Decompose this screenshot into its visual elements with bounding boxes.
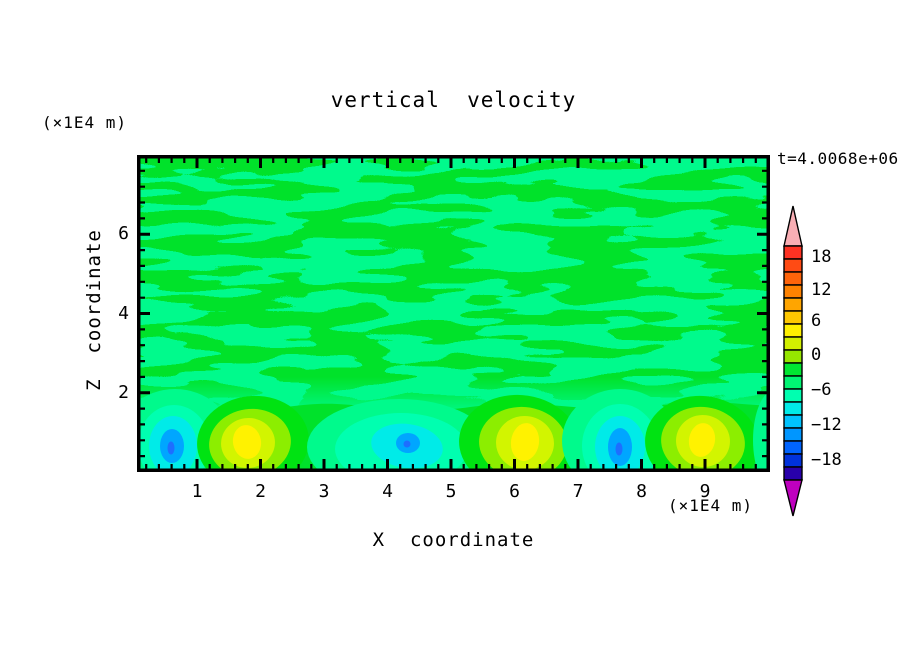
colorbar-swatch: [783, 388, 803, 403]
minor-ticks: [139, 157, 768, 470]
updraft-cell-2: [459, 394, 579, 472]
x-tick-label: 2: [255, 481, 266, 502]
updraft-cell-1: [197, 395, 309, 472]
colorbar-swatch: [783, 440, 803, 455]
colorbar-swatch: [783, 466, 803, 481]
colorbar-swatch: [783, 323, 803, 338]
downdraft-cell-2: [307, 399, 491, 472]
downdraft-cell-3: [562, 389, 678, 472]
time-label: t=4.0068e+06: [777, 149, 899, 168]
colorbar-swatch: [783, 453, 803, 468]
colorbar-tick-label: 6: [811, 311, 822, 331]
colorbar-swatch: [783, 271, 803, 286]
x-tick-label: 5: [445, 481, 457, 502]
z-tick-label: 6: [118, 223, 129, 245]
colorbar-tick-label: 12: [811, 280, 832, 300]
colorbar-over-arrow: [783, 205, 803, 247]
colorbar-swatch: [783, 349, 803, 364]
x-axis-unit-label: (×1E4 m): [668, 496, 754, 515]
colorbar-swatch: [783, 414, 803, 429]
colorbar-swatch: [783, 284, 803, 299]
x-tick-label: 6: [509, 481, 520, 502]
major-ticks: [139, 157, 768, 470]
x-tick-label: 4: [382, 481, 393, 502]
colorbar-swatch: [783, 310, 803, 325]
z-tick-label: 2: [118, 381, 129, 403]
colorbar-swatch: [783, 336, 803, 351]
colorbar-tick-label: −12: [811, 415, 842, 435]
x-tick-label: 3: [318, 481, 330, 502]
z-tick-label: 4: [118, 302, 129, 324]
colorbar-tick-label: −6: [811, 380, 832, 400]
colorbar-swatch: [783, 245, 803, 260]
x-tick-label: 1: [191, 481, 203, 502]
colorbar-swatch: [783, 258, 803, 273]
colorbar-tick-label: 0: [811, 345, 822, 365]
colorbar-swatch: [783, 375, 803, 390]
plot-title: vertical velocity: [330, 88, 577, 112]
colorbar-canvas: [783, 205, 803, 517]
z-axis-unit-label: (×1E4 m): [42, 113, 128, 132]
colorbar-swatch: [783, 297, 803, 312]
plot-border: [137, 155, 770, 472]
colorbar-swatch: [783, 427, 803, 442]
colorbar-tick-label: 18: [811, 247, 832, 267]
colorbar-tick-label: −18: [811, 450, 842, 470]
x-tick-label: 7: [572, 481, 584, 502]
plot-canvas: [137, 155, 770, 472]
x-axis-label: X coordinate: [372, 529, 535, 551]
colorbar-swatch: [783, 362, 803, 377]
colorbar-under-arrow: [783, 479, 803, 517]
colorbar-swatch: [783, 401, 803, 416]
x-tick-label: 8: [636, 481, 647, 502]
x-tick-label: 9: [699, 481, 711, 502]
